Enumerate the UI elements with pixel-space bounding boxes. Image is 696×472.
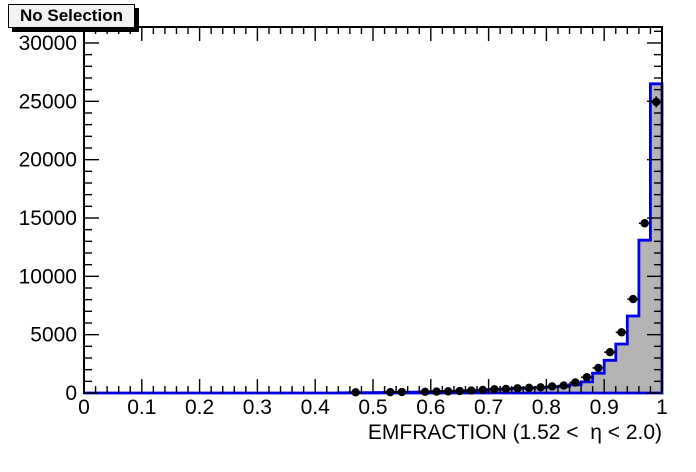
plot-frame bbox=[83, 26, 663, 394]
data-point-marker bbox=[640, 219, 649, 228]
mc-histogram bbox=[84, 82, 664, 395]
data-point-marker bbox=[628, 294, 638, 304]
y-tick-label: 25000 bbox=[19, 90, 77, 113]
x-tick-label: 0 bbox=[78, 396, 90, 419]
data-point-marker bbox=[467, 386, 476, 395]
x-tick-label: 0.1 bbox=[127, 396, 156, 419]
data-point-marker bbox=[443, 387, 453, 396]
x-tick-label: 0.3 bbox=[243, 396, 272, 419]
axis-ticks bbox=[83, 27, 663, 394]
data-point-marker bbox=[536, 383, 545, 392]
data-point-marker bbox=[455, 386, 464, 396]
data-point-marker bbox=[490, 385, 499, 394]
data-point-marker bbox=[386, 387, 395, 397]
data-point-marker bbox=[571, 378, 580, 387]
data-point-marker bbox=[513, 384, 522, 393]
data-points bbox=[349, 96, 662, 397]
x-tick-label: 0.5 bbox=[358, 396, 387, 419]
x-axis-title: EMFRACTION (1.52 < η < 2.0) bbox=[367, 421, 662, 444]
title-text: No Selection bbox=[20, 6, 123, 25]
data-point-marker bbox=[524, 383, 534, 393]
data-point-marker bbox=[594, 363, 603, 373]
data-point-marker bbox=[420, 387, 430, 397]
y-tick-label: 10000 bbox=[19, 265, 77, 288]
x-tick-label: 0.4 bbox=[301, 396, 331, 419]
data-point-marker bbox=[617, 328, 626, 337]
data-point-marker bbox=[547, 382, 557, 391]
data-point-marker bbox=[351, 388, 360, 397]
x-tick-label: 0.7 bbox=[474, 396, 503, 419]
data-point-marker bbox=[559, 381, 568, 390]
data-point-marker bbox=[478, 385, 488, 395]
x-tick-label: 0.2 bbox=[185, 396, 214, 419]
data-point-marker bbox=[582, 373, 592, 382]
x-tick-label: 0.9 bbox=[590, 396, 619, 419]
x-tick-label: 1 bbox=[656, 396, 668, 419]
y-tick-label: 0 bbox=[65, 382, 77, 405]
x-tick-label: 0.6 bbox=[416, 396, 445, 419]
y-tick-label: 30000 bbox=[19, 32, 77, 55]
x-axis-tick-labels: 0 0.1 0.2 0.3 0.4 0.5 0.6 0.7 0.8 0.9 1 bbox=[78, 396, 668, 419]
title-box: No Selection bbox=[8, 4, 135, 28]
data-point-marker bbox=[432, 387, 441, 396]
data-point-marker bbox=[501, 384, 511, 394]
y-tick-label: 20000 bbox=[19, 149, 77, 172]
y-tick-label: 15000 bbox=[19, 207, 77, 230]
data-point-marker bbox=[397, 387, 407, 397]
x-tick-label: 0.8 bbox=[532, 396, 561, 419]
data-point-marker bbox=[605, 347, 615, 357]
y-tick-label: 5000 bbox=[30, 324, 77, 347]
data-point-marker bbox=[652, 97, 661, 107]
y-axis-tick-labels: 0 5000 10000 15000 20000 25000 30000 bbox=[19, 32, 77, 405]
